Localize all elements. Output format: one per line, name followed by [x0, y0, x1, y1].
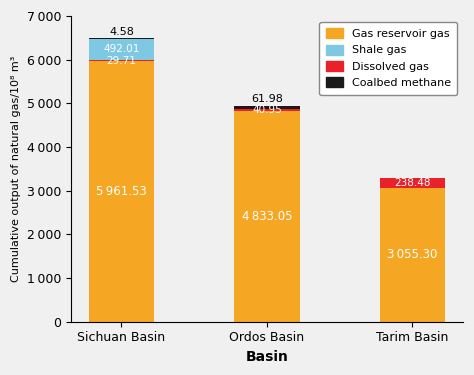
Bar: [234, 111, 300, 322]
Text: 61.98: 61.98: [251, 94, 283, 105]
Text: 3 055.30: 3 055.30: [387, 249, 438, 261]
Y-axis label: Cumulative output of natural gas/10⁸ m³: Cumulative output of natural gas/10⁸ m³: [11, 56, 21, 282]
Text: 492.01: 492.01: [103, 44, 140, 54]
Text: 4.58: 4.58: [109, 27, 134, 37]
Text: 40.95: 40.95: [252, 105, 282, 115]
Bar: [89, 39, 154, 60]
Legend: Gas reservoir gas, Shale gas, Dissolved gas, Coalbed methane: Gas reservoir gas, Shale gas, Dissolved …: [319, 22, 457, 95]
X-axis label: Basin: Basin: [246, 350, 288, 364]
Bar: [234, 106, 300, 109]
Text: 4 833.05: 4 833.05: [242, 210, 292, 223]
Bar: [89, 60, 154, 62]
Text: 238.48: 238.48: [394, 178, 430, 188]
Bar: [89, 62, 154, 322]
Bar: [380, 178, 445, 188]
Bar: [380, 188, 445, 322]
Text: 29.71: 29.71: [107, 56, 137, 66]
Bar: [234, 109, 300, 111]
Text: 5 961.53: 5 961.53: [96, 185, 147, 198]
